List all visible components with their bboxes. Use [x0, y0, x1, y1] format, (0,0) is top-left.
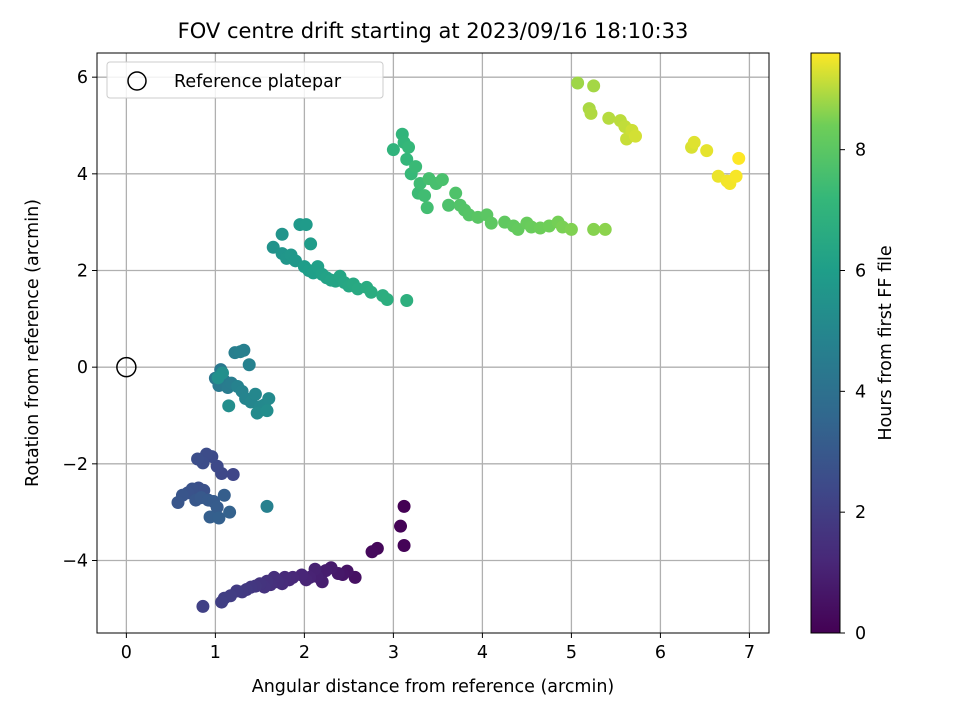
x-tick-label: 2 — [299, 643, 310, 663]
data-point — [223, 505, 237, 519]
x-tick-label: 6 — [655, 643, 666, 663]
plot-frame — [96, 52, 770, 634]
data-point — [210, 459, 224, 473]
grid-lines — [97, 53, 769, 633]
data-point — [584, 106, 598, 120]
x-axis-ticks: 0 1 2 3 4 5 6 7 — [121, 633, 755, 663]
data-point — [400, 152, 414, 166]
colorbar-tick-label: 8 — [855, 141, 866, 161]
data-point — [484, 216, 498, 230]
data-points — [171, 76, 746, 613]
x-tick-label: 7 — [744, 643, 755, 663]
data-point — [242, 358, 256, 372]
data-point — [215, 595, 229, 609]
data-point — [262, 392, 276, 406]
data-point — [732, 151, 746, 165]
y-axis-label: Rotation from reference (arcmin) — [23, 199, 43, 487]
data-point — [420, 201, 434, 215]
colorbar-tick-label: 2 — [855, 503, 866, 523]
data-point — [196, 599, 210, 613]
data-point — [171, 496, 185, 509]
data-point — [397, 539, 411, 553]
data-point — [299, 218, 313, 232]
data-point — [418, 189, 432, 203]
y-tick-label: 2 — [77, 262, 88, 282]
x-tick-label: 4 — [477, 643, 488, 663]
chart-title: FOV centre drift starting at 2023/09/16 … — [178, 19, 689, 43]
data-point — [217, 488, 231, 502]
data-point — [587, 222, 601, 236]
data-point — [564, 222, 578, 236]
data-point — [442, 198, 456, 212]
data-point — [397, 499, 411, 513]
data-point — [687, 135, 701, 149]
colorbar-ticks: 0 2 4 6 8 — [840, 141, 866, 644]
data-point — [275, 227, 289, 241]
legend: Reference platepar — [106, 61, 384, 99]
data-point — [729, 169, 743, 183]
data-point — [191, 452, 205, 466]
data-point — [602, 111, 616, 125]
data-point — [365, 545, 379, 559]
colorbar-tick-label: 4 — [855, 382, 866, 402]
data-point — [402, 140, 416, 154]
data-point — [400, 293, 414, 307]
data-point — [364, 285, 378, 299]
data-point — [449, 186, 463, 200]
colorbar: 0 2 4 6 8 Hours from first FF file — [810, 52, 896, 644]
y-axis-ticks: −4 −2 0 2 4 6 — [62, 68, 97, 572]
y-tick-label: 4 — [77, 165, 88, 185]
x-tick-label: 1 — [210, 643, 221, 663]
colorbar-gradient — [810, 52, 841, 634]
data-point — [233, 345, 247, 359]
x-tick-label: 0 — [121, 643, 132, 663]
data-point — [248, 387, 262, 401]
x-axis-label: Angular distance from reference (arcmin) — [252, 677, 615, 697]
data-point — [598, 222, 612, 236]
x-tick-label: 5 — [566, 643, 577, 663]
colorbar-tick-label: 0 — [855, 624, 866, 644]
reference-marker — [116, 356, 137, 378]
x-tick-label: 3 — [388, 643, 399, 663]
colorbar-label: Hours from first FF file — [876, 245, 896, 440]
data-point — [304, 237, 318, 251]
y-tick-label: 6 — [77, 68, 88, 88]
y-tick-label: −2 — [62, 455, 88, 475]
legend-reference-marker — [127, 71, 147, 91]
y-tick-label: 0 — [77, 358, 88, 378]
data-point — [587, 79, 601, 93]
data-point — [409, 160, 423, 174]
legend-label: Reference platepar — [174, 72, 342, 92]
data-point — [260, 499, 274, 513]
data-point — [211, 371, 225, 385]
data-point — [386, 143, 400, 157]
y-tick-label: −4 — [62, 552, 88, 572]
data-point — [222, 399, 236, 413]
data-point — [435, 173, 449, 187]
data-point — [394, 519, 408, 533]
colorbar-tick-label: 6 — [855, 262, 866, 282]
data-point — [210, 500, 224, 514]
data-point — [380, 293, 394, 306]
data-point — [628, 129, 642, 143]
data-point — [226, 467, 240, 481]
data-point — [212, 511, 226, 525]
data-point — [250, 406, 264, 420]
data-point — [700, 144, 714, 158]
reference-point — [116, 356, 137, 378]
data-point — [571, 76, 585, 90]
data-point — [260, 404, 274, 418]
